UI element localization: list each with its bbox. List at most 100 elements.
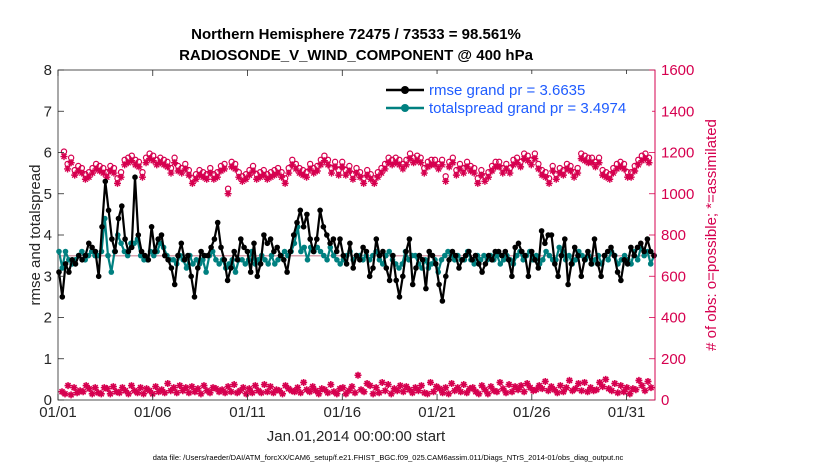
rmse-point (340, 252, 347, 259)
rmse-point (257, 261, 264, 267)
x-axis: 01/01 01/06 01/11 01/16 01/21 01/26 01/31 (39, 70, 645, 421)
rmse-point (310, 248, 317, 255)
rmse-point (532, 257, 538, 263)
obs-assimilated-marker (367, 175, 375, 183)
rmse-point (145, 257, 152, 263)
rmse-point (604, 248, 611, 255)
obs-low-marker (417, 382, 425, 390)
obs-low-marker (61, 390, 69, 398)
obs-assimilated-marker (427, 161, 435, 169)
obs-low-marker (617, 382, 625, 390)
obs-low-marker (405, 386, 413, 394)
rmse-point (79, 257, 85, 263)
obs-assimilated-marker (131, 161, 139, 169)
spread-point (59, 265, 66, 271)
obs-low-marker (88, 390, 96, 398)
obs-assimilated-marker (249, 167, 257, 175)
y-right-tick-label: 1000 (661, 186, 694, 203)
obs-assimilated-marker (395, 161, 403, 169)
rmse-point (393, 277, 400, 284)
rmse-point (459, 257, 466, 263)
rmse-point (595, 261, 601, 267)
obs-assimilated-marker (60, 153, 68, 161)
obs-low-marker (318, 385, 326, 393)
obs-low-marker (635, 376, 643, 384)
obs-low-marker (626, 390, 634, 398)
rmse-point (287, 248, 294, 255)
obs-assimilated-marker (320, 157, 328, 165)
obs-low-marker (278, 390, 286, 398)
spread-point (412, 252, 419, 259)
spread-point (121, 248, 128, 255)
chart-title: Northern Hemisphere 72475 / 73533 = 98.5… (191, 26, 521, 43)
rmse-point (317, 207, 323, 214)
obs-low-marker (505, 381, 513, 389)
obs-assimilated-marker (531, 155, 539, 163)
obs-low-marker (620, 388, 628, 396)
obs-low-marker (565, 376, 573, 384)
rmse-point (112, 248, 118, 255)
obs-low-marker (191, 388, 199, 396)
rmse-point (562, 236, 568, 242)
rmse-point (479, 269, 485, 275)
obs-low-marker (82, 382, 90, 390)
obs-assimilated-marker (641, 155, 649, 163)
rmse-point (555, 273, 561, 280)
obs-assimilated-marker (502, 165, 510, 173)
obs-low-marker (520, 388, 528, 396)
obs-assimilated-marker (128, 157, 136, 165)
rmse-point (456, 265, 462, 271)
spread-point (540, 257, 546, 263)
obs-low-marker (282, 382, 290, 390)
rmse-point (86, 240, 92, 247)
spread-point (62, 248, 69, 255)
rmse-point (214, 219, 221, 226)
obs-low-marker (578, 387, 586, 395)
obs-low-marker (460, 381, 468, 389)
obs-assimilated-marker (645, 159, 653, 167)
obs-assimilated-marker (609, 169, 617, 177)
obs-assimilated-marker (331, 163, 339, 171)
obs-low-marker (593, 386, 601, 394)
obs-low-marker (182, 384, 190, 392)
obs-assimilated-marker (445, 163, 453, 171)
y-right-tick-label: 800 (661, 227, 686, 244)
obs-low-marker (327, 381, 335, 389)
obs-assimilated-marker (595, 159, 603, 167)
obs-assimilated-marker (488, 167, 496, 175)
rmse-point (132, 174, 138, 180)
rmse-point (105, 207, 112, 214)
x-tick-label: 01/01 (39, 404, 77, 421)
rmse-point (333, 248, 340, 255)
y-tick-label: 8 (44, 62, 52, 79)
y-tick-label: 1 (44, 351, 52, 368)
obs-assimilated-marker (174, 167, 182, 175)
spread-point (118, 240, 124, 247)
spread-point (232, 269, 239, 275)
rmse-point (631, 252, 637, 259)
rmse-point (396, 294, 403, 300)
spread-point (641, 252, 647, 259)
rmse-point (198, 248, 204, 255)
spread-point (481, 252, 487, 259)
obs-low-marker (309, 383, 317, 391)
y-right-tick-label: 1600 (661, 62, 694, 79)
rmse-point (370, 265, 376, 271)
rmse-point (300, 224, 307, 230)
rmse-point (181, 257, 188, 263)
obs-low-marker (454, 384, 462, 392)
spread-point (190, 261, 196, 267)
obs-assimilated-marker (363, 171, 371, 179)
obs-assimilated-marker (417, 159, 425, 167)
obs-assimilated-marker (452, 171, 460, 179)
rmse-point (171, 281, 178, 288)
obs-low-marker (143, 385, 151, 393)
obs-low-marker (115, 389, 123, 397)
obs-low-marker (215, 388, 223, 396)
obs-low-marker (155, 388, 163, 396)
y-right-tick-label: 1200 (661, 145, 694, 162)
obs-low-marker (475, 390, 483, 398)
spread-point (239, 257, 245, 263)
spread-point (321, 252, 327, 259)
obs-count-group (58, 148, 655, 399)
